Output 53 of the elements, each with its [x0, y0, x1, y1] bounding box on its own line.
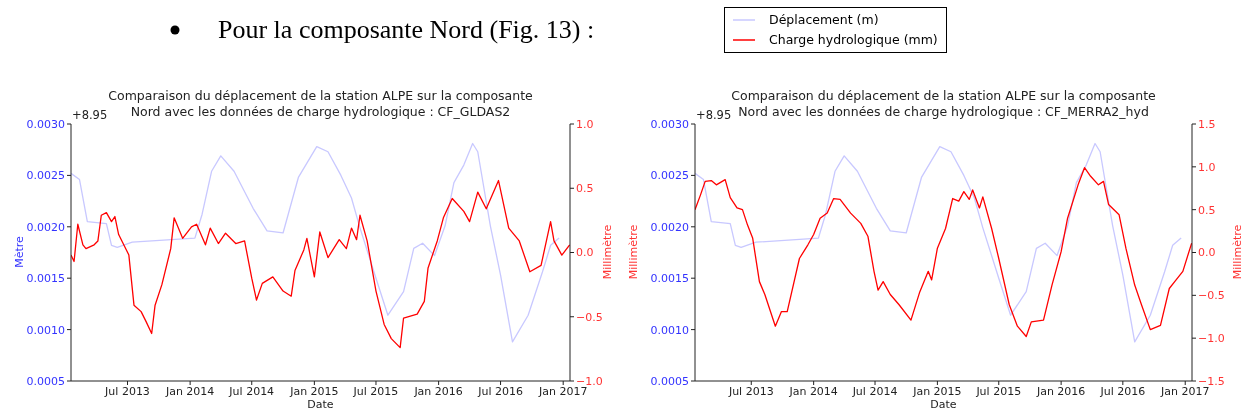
legend-label: Charge hydrologique (mm) [769, 31, 938, 49]
x-tick-label: Jan 2014 [788, 384, 838, 398]
y2-tick-label: 0.5 [1198, 203, 1216, 217]
y-tick-label: 0.0020 [650, 220, 689, 234]
y-tick-label: 0.0030 [650, 117, 689, 131]
y-tick-label: 0.0025 [650, 169, 689, 183]
y2-axis-title: Millimètre [1230, 223, 1245, 282]
chart-title: Comparaison du déplacement de la station ALPE sur la composante Nord avec les données de charge hydrologique : CF_MERRA2_hyd [731, 88, 1156, 119]
text: +8.95 [72, 108, 108, 122]
y2-tick-label: 0.5 [576, 182, 594, 196]
y2-tick-label: 1.0 [576, 117, 594, 131]
x-tick-label: Jul 2015 [975, 384, 1022, 398]
x-tick-label: Jan 2015 [912, 384, 962, 398]
line-series [71, 142, 560, 343]
y2-tick-label: 1.5 [1198, 117, 1216, 131]
x-tick-label: Jul 2016 [477, 384, 523, 398]
x-tick-label: Jan 2015 [289, 384, 339, 398]
y2-tick-label: 1.0 [1198, 160, 1216, 174]
line-series [71, 179, 570, 349]
y-tick-label: 0.0030 [26, 117, 65, 131]
x-tick-label: Jul 2013 [727, 384, 774, 398]
y-tick-label: 0.0005 [650, 374, 689, 388]
y-tick-label: 0.0010 [650, 323, 689, 337]
x-tick-label: Jul 2016 [1099, 384, 1146, 398]
x-tick-label: Jul 2014 [851, 384, 898, 398]
y2-tick-label: −0.5 [1198, 289, 1225, 303]
x-tick-label: Jul 2014 [228, 384, 275, 398]
x-tick-label: Jan 2016 [1035, 384, 1086, 398]
x-axis-title: Date [929, 398, 958, 412]
y-tick-label: 0.0015 [650, 272, 689, 286]
x-axis-title: Date [306, 398, 335, 412]
x-tick-label: Jul 2013 [104, 384, 150, 398]
y2-tick-label: −0.5 [576, 310, 603, 324]
y-axis-title: Millimètre [626, 223, 641, 282]
text: +8.95 [696, 108, 732, 122]
legend-label: Déplacement (m) [769, 11, 879, 29]
y2-axis-title: Millimètre [600, 223, 615, 282]
y-tick-label: 0.0025 [26, 169, 65, 183]
x-tick-label: Jul 2015 [352, 384, 399, 398]
y-axis-title: Mètre [12, 235, 27, 270]
y2-tick-label: 0.0 [576, 246, 594, 260]
line-series [695, 142, 1182, 343]
y-tick-label: 0.0015 [26, 272, 65, 286]
y-tick-label: 0.0005 [26, 374, 65, 388]
chart-title: Comparaison du déplacement de la station ALPE sur la composante Nord avec les données de charge hydrologique : CF_GLDAS2 [108, 88, 533, 119]
y2-tick-label: −1.0 [1198, 332, 1225, 346]
line-series [695, 167, 1192, 338]
y-tick-label: 0.0020 [26, 220, 65, 234]
x-tick-label: Jan 2016 [413, 384, 463, 398]
x-tick-label: Jan 2014 [164, 384, 215, 398]
y2-tick-label: 0.0 [1198, 246, 1216, 260]
y-tick-label: 0.0010 [26, 323, 65, 337]
text: Pour la composante Nord (Fig. 13) : [218, 15, 595, 45]
